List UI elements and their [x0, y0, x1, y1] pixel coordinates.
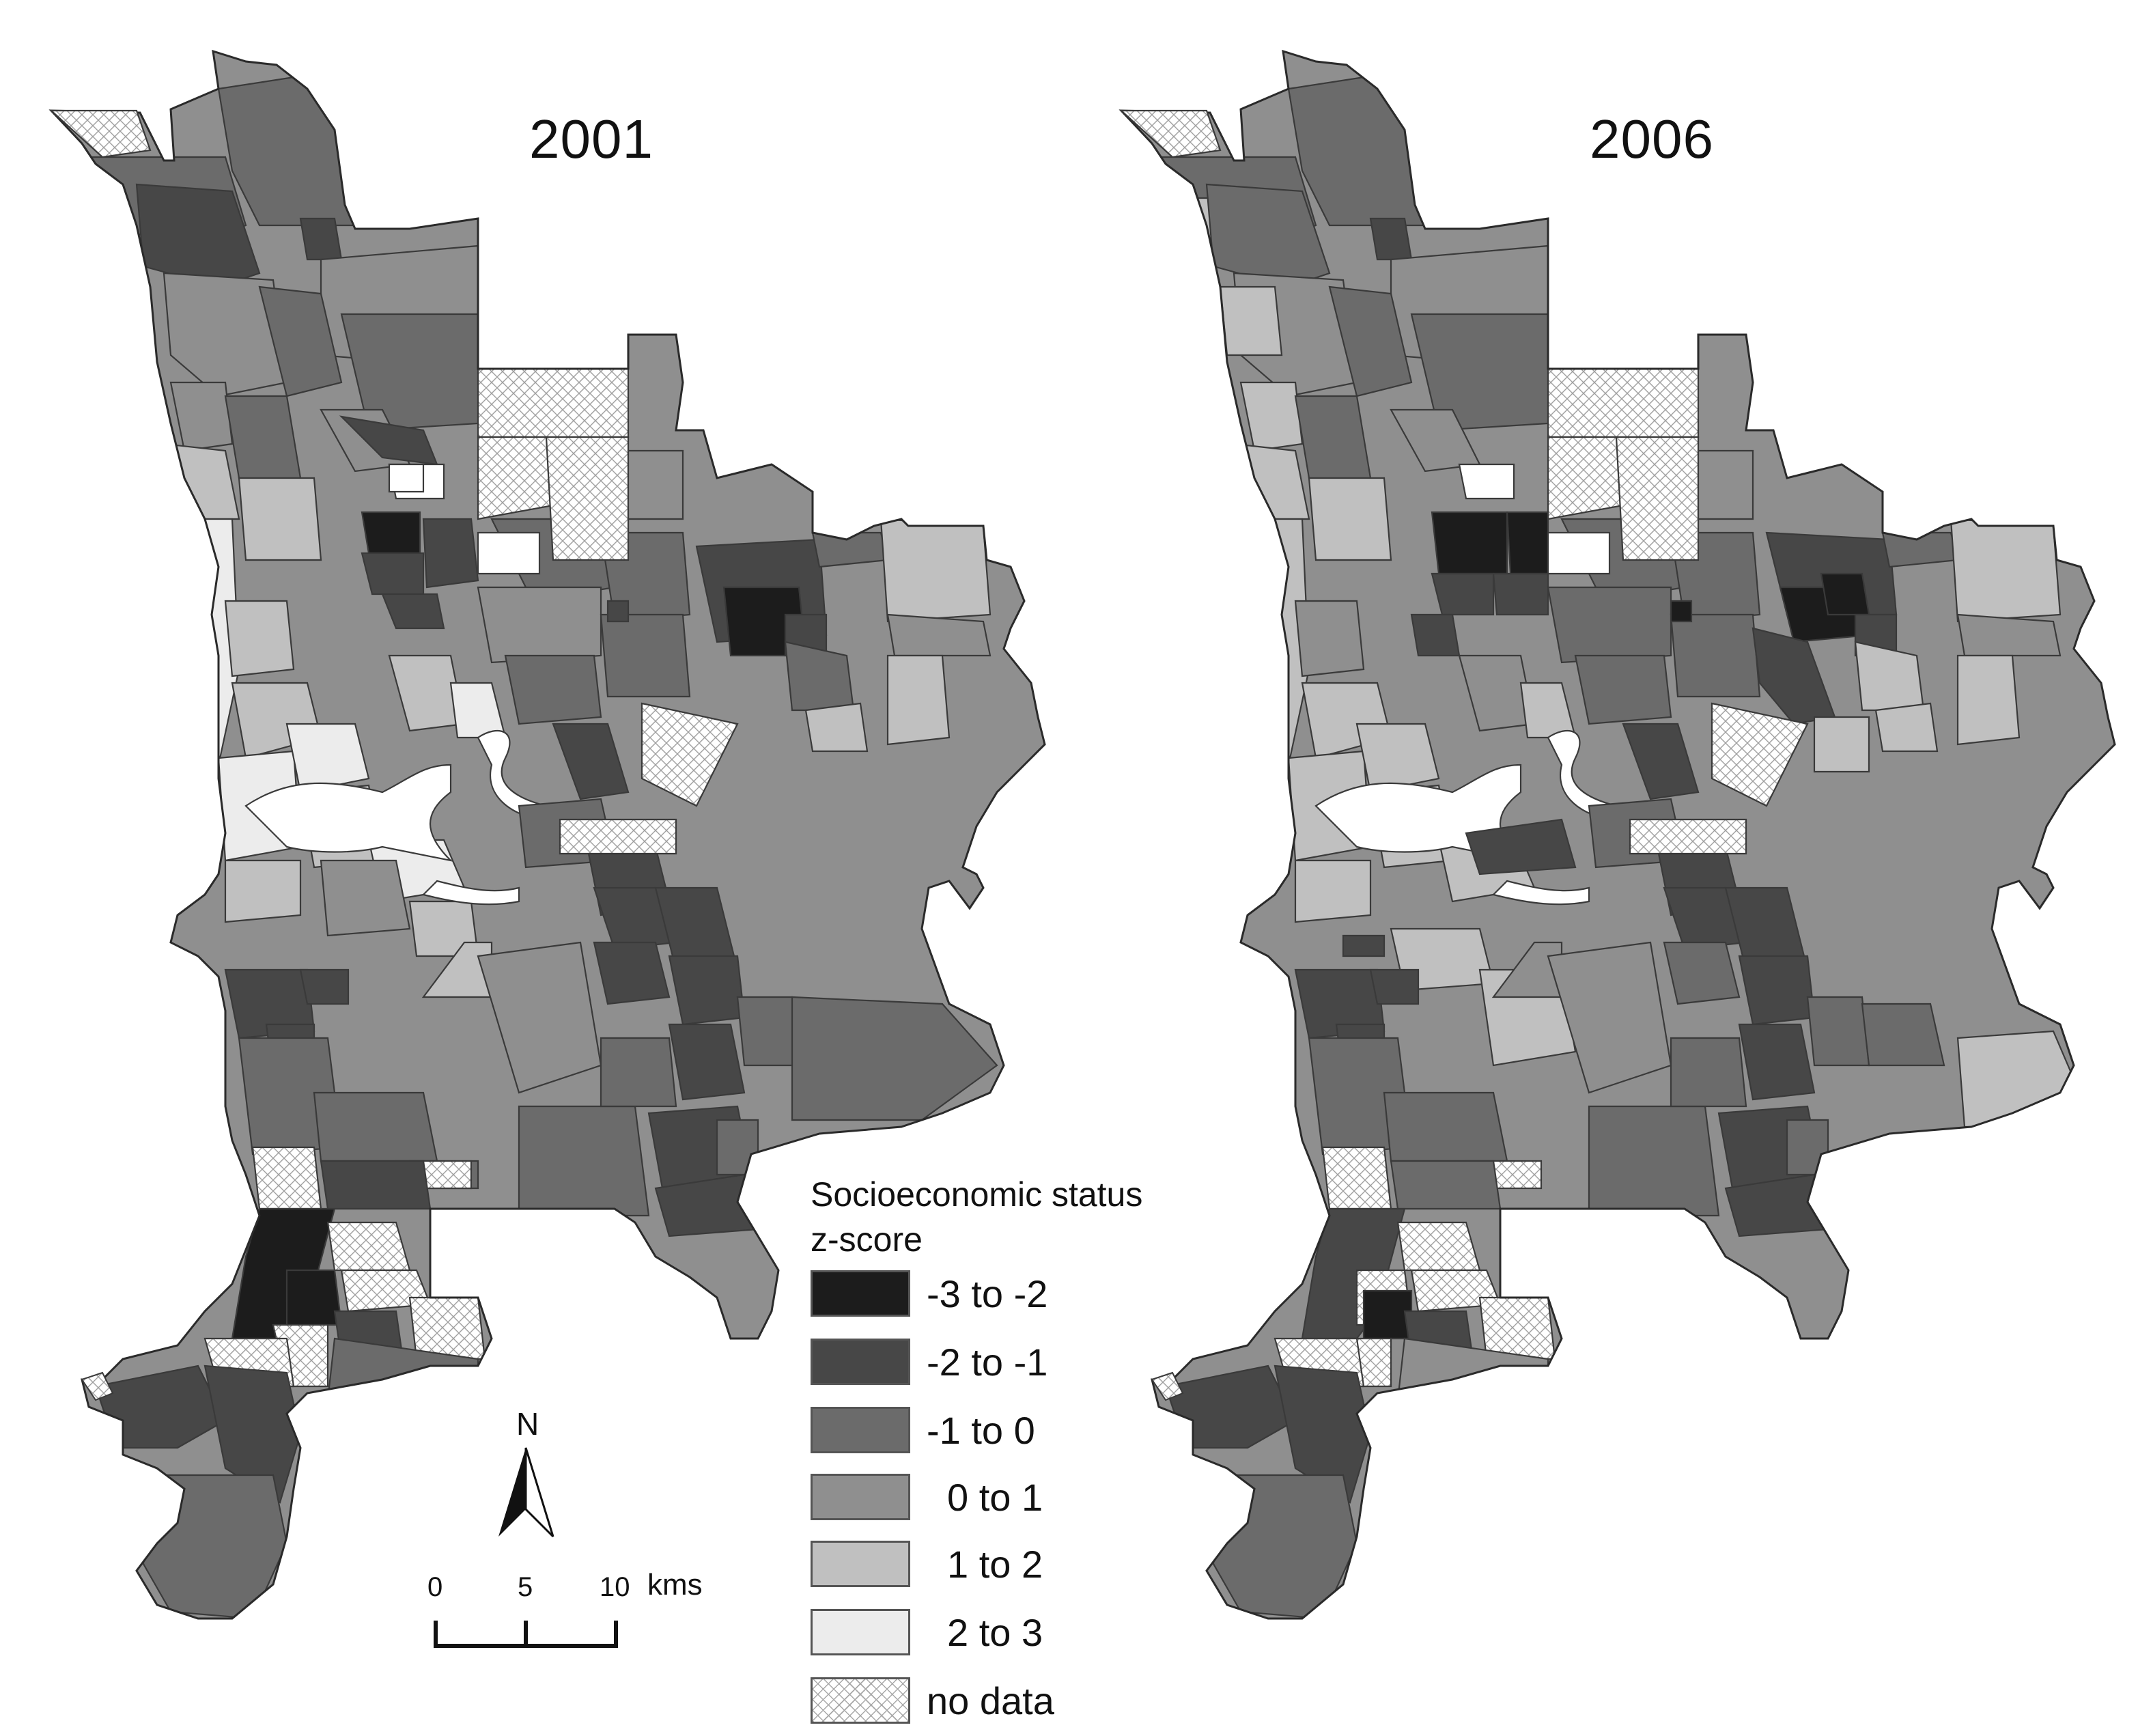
- map-title-2006: 2006: [1590, 109, 1714, 169]
- legend-item: -1 to 0: [811, 1407, 1193, 1455]
- legend-item: 0 to 1: [811, 1474, 1193, 1522]
- choropleth-map-2001: [49, 50, 1046, 1620]
- legend-label: 1 to 2: [947, 1543, 1043, 1586]
- scale-unit: kms: [647, 1568, 703, 1601]
- legend-swatch: [811, 1677, 910, 1724]
- legend-swatch: [811, 1339, 910, 1385]
- legend-item: -2 to -1: [811, 1339, 1193, 1386]
- scale-bar: [434, 1621, 618, 1648]
- legend-swatch: [811, 1541, 910, 1587]
- legend-swatch: [811, 1407, 910, 1453]
- legend-label: -2 to -1: [927, 1341, 1048, 1384]
- legend-label: -1 to 0: [927, 1409, 1035, 1452]
- legend-label: 2 to 3: [947, 1611, 1043, 1654]
- legend-label: 0 to 1: [947, 1476, 1043, 1519]
- map-title-2001: 2001: [529, 109, 653, 169]
- legend-subtitle: z-score: [811, 1220, 923, 1259]
- legend-label: -3 to -2: [927, 1272, 1048, 1315]
- scale-tick-10: 10: [600, 1572, 630, 1602]
- legend-item: no data: [811, 1677, 1193, 1725]
- legend-item: -3 to -2: [811, 1270, 1193, 1318]
- scale-tick-5: 5: [518, 1572, 533, 1602]
- legend-swatch: [811, 1270, 910, 1317]
- legend-swatch: [811, 1609, 910, 1655]
- legend-label: no data: [927, 1679, 1054, 1722]
- north-arrow-label: N: [516, 1406, 539, 1442]
- legend-swatch: [811, 1474, 910, 1520]
- scale-tick-0: 0: [427, 1572, 443, 1602]
- north-arrow: [498, 1447, 554, 1538]
- choropleth-map-2006: [1119, 50, 2116, 1620]
- legend-title: Socioeconomic status: [811, 1175, 1143, 1214]
- legend-item: 2 to 3: [811, 1609, 1193, 1657]
- legend-item: 1 to 2: [811, 1541, 1193, 1588]
